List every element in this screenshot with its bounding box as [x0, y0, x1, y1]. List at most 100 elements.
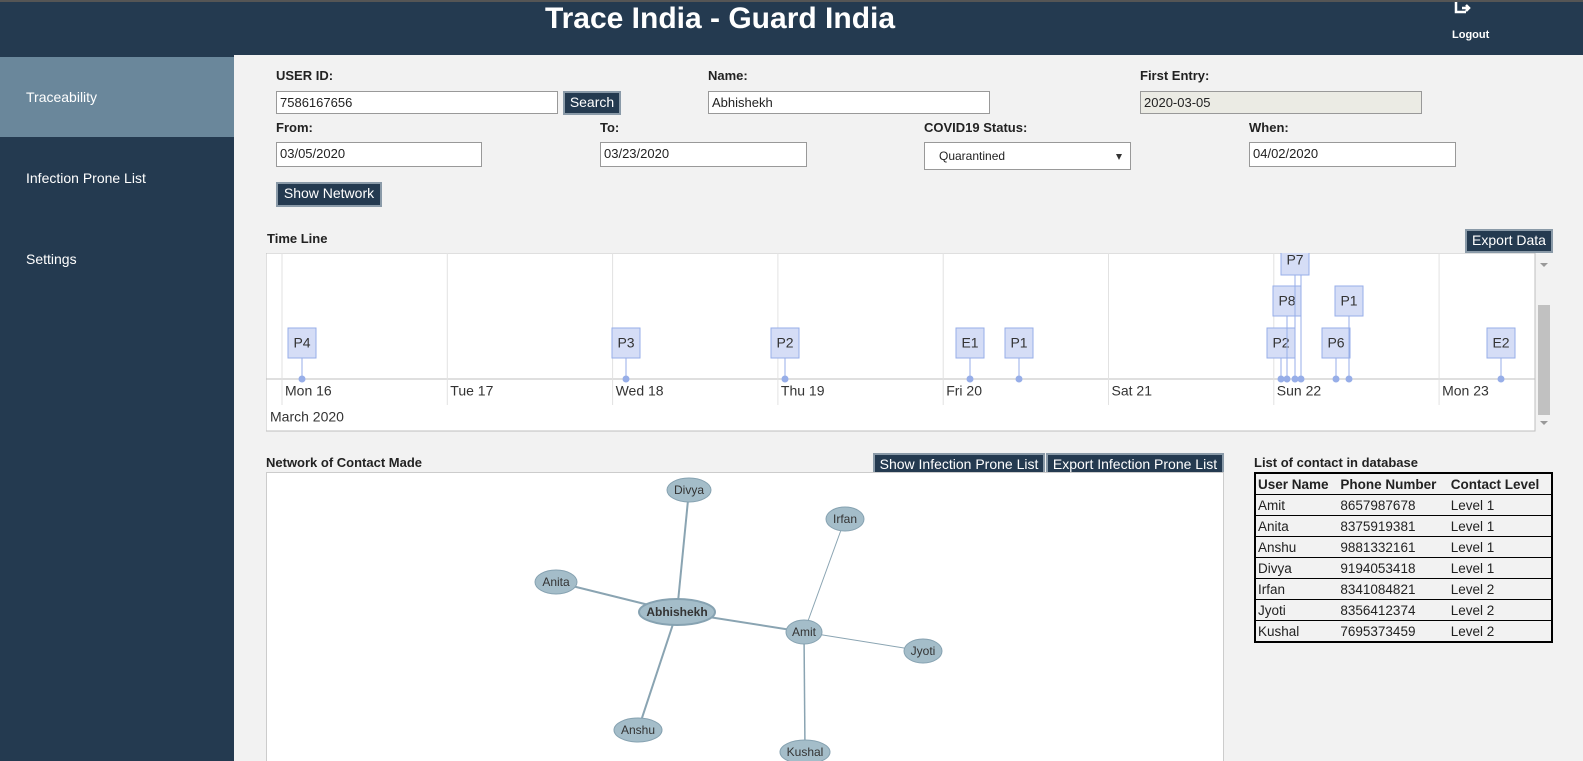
event-dot — [781, 375, 789, 383]
event-dot — [1277, 375, 1285, 383]
when-input[interactable]: 04/02/2020 — [1249, 142, 1456, 167]
node — [903, 638, 943, 664]
event-label[interactable]: E2 — [1492, 335, 1509, 351]
event-dot — [1283, 375, 1291, 383]
edge — [803, 631, 924, 652]
network-graph: Divya Irfan Anita Abhishekh Amit Jyoti Anshu Ku… — [266, 472, 1224, 761]
table-cell: Jyoti — [1255, 599, 1339, 621]
event-dot — [622, 375, 630, 383]
node-label[interactable]: Amit — [792, 625, 817, 639]
table-cell: 7695373459 — [1338, 620, 1449, 643]
export-data-button[interactable]: Export Data — [1465, 229, 1553, 253]
table-cell: Anshu — [1255, 536, 1339, 558]
event-label[interactable]: P8 — [1278, 293, 1295, 309]
node-label[interactable]: Anshu — [621, 723, 655, 737]
table-cell: 8657987678 — [1338, 494, 1449, 516]
header-row: User Name Phone Number Contact Level — [1255, 473, 1552, 495]
table-cell: Irfan — [1255, 578, 1339, 600]
table-cell: Level 1 — [1448, 515, 1552, 537]
event-label[interactable]: P1 — [1010, 335, 1027, 351]
table-cell: Divya — [1255, 557, 1339, 579]
name-input[interactable]: Abhishekh — [708, 91, 990, 114]
month-label: March 2020 — [270, 409, 344, 425]
table-cell: 9881332161 — [1338, 536, 1449, 558]
event-box — [1266, 327, 1296, 359]
table-row: Anita 8375919381 Level 1 — [1255, 515, 1552, 537]
day-label: Mon 16 — [285, 383, 332, 399]
sidebar: Traceability Infection Prone List Settings — [0, 55, 234, 761]
node — [613, 717, 663, 743]
label: To: — [600, 120, 620, 135]
table-cell: Level 2 — [1448, 578, 1552, 600]
node-label[interactable]: Irfan — [833, 512, 857, 526]
contacts-table: User Name Phone Number Contact Level Amit 86… — [1254, 472, 1553, 643]
event-label[interactable]: P2 — [1272, 335, 1289, 351]
status-select[interactable]: Quarantined — [924, 142, 1131, 170]
label: Name: — [708, 68, 748, 83]
label: First Entry: — [1140, 68, 1210, 83]
event-label[interactable]: P1 — [1340, 293, 1357, 309]
table-cell: 9194053418 — [1338, 557, 1449, 579]
table-cell: Level 1 — [1448, 494, 1552, 516]
event-box — [1321, 327, 1351, 359]
node — [779, 739, 831, 761]
event-box — [1272, 285, 1302, 317]
event-dot — [1497, 375, 1505, 383]
node — [534, 569, 578, 595]
table-row: Amit 8657987678 Level 1 — [1255, 494, 1552, 516]
event-label[interactable]: P7 — [1286, 253, 1303, 268]
table-row: Kushal 7695373459 Level 2 — [1255, 620, 1552, 643]
label: When: — [1249, 120, 1289, 135]
event-label[interactable]: P6 — [1327, 335, 1344, 351]
nav-item[interactable]: Settings — [26, 251, 77, 267]
node-label[interactable]: Anita — [542, 575, 570, 589]
table-cell: Level 2 — [1448, 620, 1552, 643]
node-label[interactable]: Divya — [674, 483, 704, 497]
table-cell: 8356412374 — [1338, 599, 1449, 621]
node — [785, 619, 823, 645]
nav-item[interactable]: Traceability — [0, 57, 234, 137]
table-cell: Level 1 — [1448, 536, 1552, 558]
from-input[interactable]: 03/05/2020 — [276, 142, 482, 167]
node-label[interactable]: Jyoti — [911, 644, 936, 658]
to-input[interactable]: 03/23/2020 — [600, 142, 807, 167]
contacts-title: List of contact in database — [1254, 455, 1418, 470]
day-label: Tue 17 — [450, 383, 493, 399]
logout[interactable]: Logout — [1452, 29, 1490, 41]
day-label: Wed 18 — [616, 383, 664, 399]
app-title: Trace India - Guard India — [544, 2, 896, 35]
event-label[interactable]: P3 — [617, 335, 634, 351]
event-dot — [1291, 375, 1299, 383]
event-dot — [1015, 375, 1023, 383]
day-label: Fri 20 — [946, 383, 982, 399]
event-dot — [966, 375, 974, 383]
event-label[interactable]: P4 — [293, 335, 310, 351]
user-id-input[interactable]: 7586167656 — [276, 91, 558, 114]
table-cell: Kushal — [1255, 620, 1339, 643]
header: Trace India - Guard India Logout — [0, 0, 1583, 55]
node — [638, 598, 716, 626]
label: USER ID: — [276, 68, 334, 83]
logout-icon[interactable] — [1452, 2, 1478, 20]
table-row: Irfan 8341084821 Level 2 — [1255, 578, 1552, 600]
edge — [637, 611, 678, 731]
network-title: Network of Contact Made — [266, 455, 423, 470]
show-network-button[interactable]: Show Network — [276, 182, 382, 207]
day-label: Mon 23 — [1442, 383, 1489, 399]
edge — [803, 518, 846, 633]
node-label[interactable]: Kushal — [787, 745, 824, 759]
event-label[interactable]: E1 — [961, 335, 978, 351]
column-header: Contact Level — [1448, 473, 1552, 495]
event-box — [611, 327, 641, 359]
table-row: Divya 9194053418 Level 1 — [1255, 557, 1552, 579]
table-cell: Level 2 — [1448, 599, 1552, 621]
event-dot — [298, 375, 306, 383]
event-label[interactable]: P2 — [776, 335, 793, 351]
table-cell: Anita — [1255, 515, 1339, 537]
column-header: Phone Number — [1338, 473, 1449, 495]
nav-item[interactable]: Infection Prone List — [26, 170, 146, 186]
node-label[interactable]: Abhishekh — [646, 605, 707, 619]
event-box — [955, 327, 985, 359]
search-button[interactable]: Search — [563, 91, 621, 115]
event-dot — [1345, 375, 1353, 383]
